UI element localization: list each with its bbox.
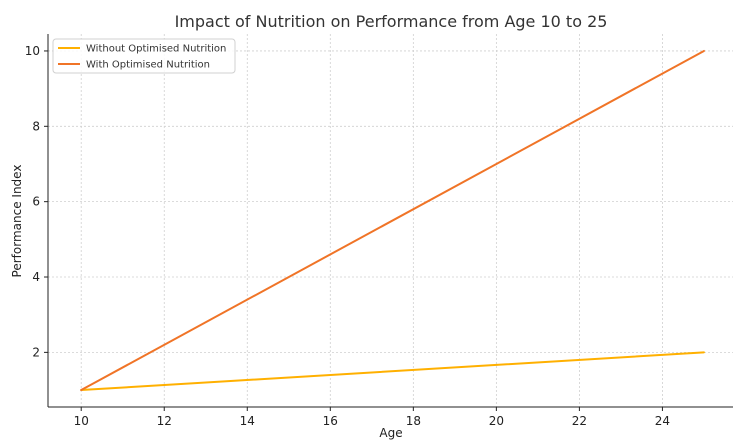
series-line-0 [80,351,705,392]
x-tick-label: 14 [240,414,255,428]
legend: Without Optimised Nutrition With Optimise… [52,38,236,74]
x-tick-label: 24 [655,414,670,428]
x-tick-label: 12 [157,414,172,428]
x-ticks: 10 12 14 16 18 20 22 24 [74,407,670,428]
series-layer [80,49,705,392]
x-axis-label: Age [379,426,402,440]
x-tick-label: 18 [406,414,421,428]
legend-label-0: Without Optimised Nutrition [86,44,226,55]
y-tick-label: 8 [32,119,40,133]
series-line-1 [80,49,705,392]
x-tick-label: 22 [572,414,587,428]
y-axis-label: Performance Index [10,165,24,278]
legend-box [52,38,236,74]
legend-label-1: With Optimised Nutrition [86,60,210,71]
y-tick-label: 10 [25,44,40,58]
x-tick-label: 16 [323,414,338,428]
y-tick-label: 2 [32,345,40,359]
x-tick-label: 20 [489,414,504,428]
y-tick-label: 6 [32,195,40,209]
x-tick-label: 10 [74,414,89,428]
y-tick-label: 4 [32,270,40,284]
axes [47,34,733,408]
chart-title: Impact of Nutrition on Performance from … [175,12,608,31]
y-ticks: 2 4 6 8 10 [25,44,48,359]
